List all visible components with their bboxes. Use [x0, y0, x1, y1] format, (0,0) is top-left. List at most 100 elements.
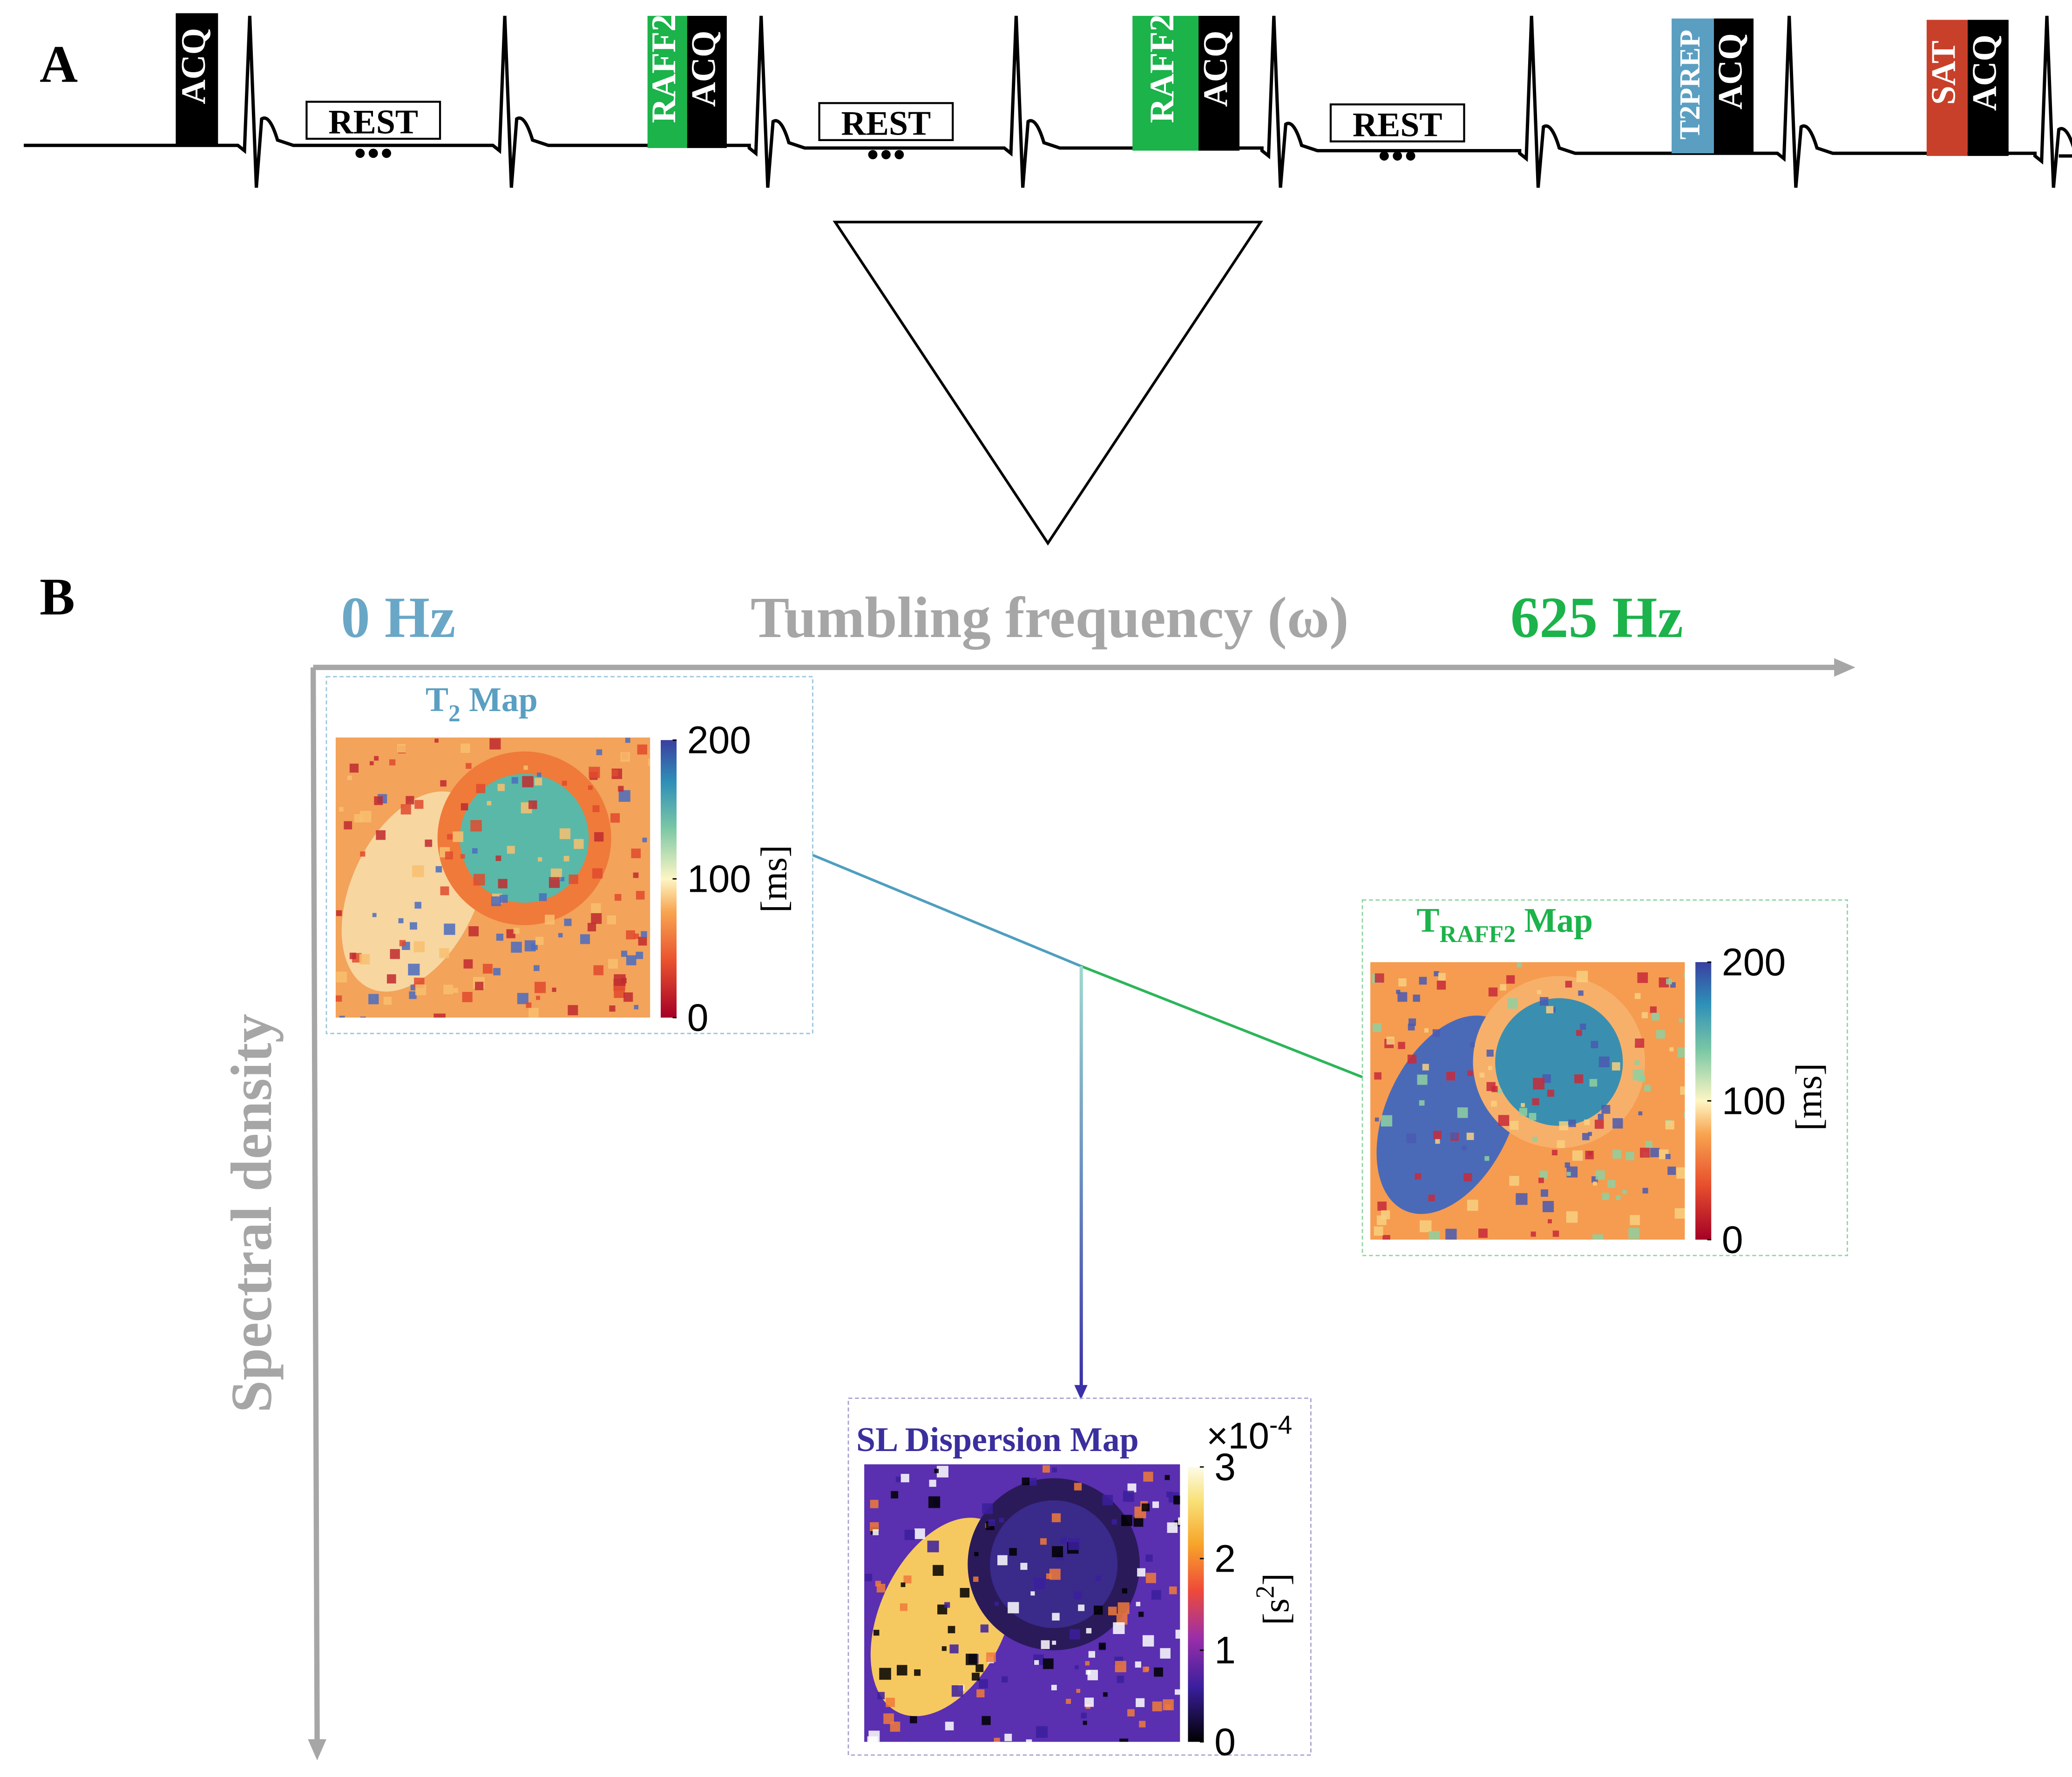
image-texture	[1052, 1613, 1060, 1621]
image-texture	[883, 1713, 894, 1724]
image-texture	[1509, 1176, 1519, 1186]
image-texture	[1667, 1167, 1676, 1175]
image-texture	[386, 974, 396, 983]
image-texture	[413, 941, 425, 952]
image-texture	[1521, 1103, 1525, 1107]
image-texture	[929, 1479, 936, 1487]
connector-arrow	[1074, 1385, 1088, 1400]
image-texture	[1529, 1113, 1537, 1120]
image-texture	[537, 773, 542, 777]
image-texture	[1644, 1085, 1651, 1092]
image-texture	[1397, 992, 1408, 1002]
image-texture	[1052, 1641, 1056, 1645]
image-texture	[1029, 1478, 1037, 1486]
image-texture	[1593, 1181, 1597, 1186]
image-texture	[1539, 1170, 1548, 1179]
image-texture	[1533, 1078, 1545, 1090]
image-texture	[1548, 1219, 1552, 1224]
image-texture	[1665, 1154, 1671, 1160]
image-texture	[1488, 987, 1498, 997]
image-texture	[1616, 1195, 1621, 1200]
image-texture	[870, 1522, 879, 1532]
colorbar-tick-label: 0	[687, 997, 709, 1039]
image-texture	[462, 992, 473, 1003]
image-texture	[914, 1528, 925, 1539]
image-texture	[472, 848, 478, 854]
image-texture	[1547, 1090, 1555, 1097]
image-texture	[865, 1574, 873, 1581]
image-texture	[383, 997, 392, 1005]
image-texture	[335, 995, 342, 1002]
image-texture	[1145, 1554, 1153, 1562]
image-texture	[1436, 980, 1446, 990]
rest-label: REST	[328, 103, 418, 141]
rest-label: REST	[1353, 105, 1442, 143]
image-texture	[1127, 1483, 1137, 1492]
image-texture	[535, 982, 546, 993]
image-texture	[1595, 1170, 1605, 1180]
image-texture	[349, 952, 356, 959]
image-texture	[1163, 1699, 1174, 1710]
image-texture	[607, 915, 616, 925]
image-texture	[867, 1736, 878, 1742]
image-texture	[1640, 1147, 1650, 1158]
image-texture	[1141, 1503, 1150, 1512]
image-texture	[1589, 1079, 1598, 1087]
image-texture	[500, 895, 508, 903]
image-texture	[951, 1685, 963, 1697]
image-texture	[1552, 1150, 1557, 1156]
image-texture	[453, 988, 458, 993]
image-texture	[974, 1552, 979, 1556]
image-texture	[1540, 1189, 1548, 1197]
panel-label: B	[40, 568, 75, 626]
image-texture	[1151, 1590, 1161, 1600]
image-texture	[1122, 1588, 1127, 1594]
image-texture	[634, 1005, 639, 1010]
image-texture	[986, 1652, 996, 1662]
image-texture	[1565, 981, 1572, 988]
colorbar-tick-label: 200	[1722, 941, 1786, 983]
axis-title: Spectral density	[220, 1014, 284, 1413]
image-texture	[1572, 1150, 1583, 1161]
image-texture	[1136, 1601, 1141, 1607]
text-part: [ms]	[754, 845, 795, 913]
image-texture	[374, 756, 379, 761]
image-texture	[538, 857, 542, 861]
image-texture	[1576, 1030, 1582, 1036]
image-texture	[410, 922, 417, 930]
image-texture	[1074, 1483, 1082, 1491]
image-texture	[1445, 1228, 1457, 1240]
text-part: Map	[1516, 901, 1593, 939]
image-texture	[522, 776, 534, 787]
colorbar-tick-label: 0	[1722, 1218, 1743, 1261]
image-texture	[482, 963, 493, 974]
image-texture	[1049, 1568, 1061, 1580]
pulse-block	[1926, 20, 1968, 156]
rest-label: REST	[841, 104, 931, 142]
image-texture	[563, 855, 569, 861]
image-texture	[580, 934, 590, 944]
image-texture	[1075, 1665, 1079, 1669]
image-texture	[368, 994, 379, 1004]
rest-box	[818, 102, 954, 141]
image-texture	[534, 965, 540, 971]
image-texture	[1123, 1491, 1134, 1502]
image-texture	[1137, 1568, 1145, 1577]
image-texture	[934, 1468, 939, 1473]
image-texture	[507, 846, 515, 854]
image-texture	[444, 923, 455, 935]
image-texture	[495, 855, 501, 861]
image-texture	[1612, 1062, 1620, 1071]
image-texture	[1173, 1495, 1180, 1505]
image-texture	[910, 1716, 917, 1723]
image-texture	[1121, 1514, 1133, 1526]
map-title: T2 Map	[426, 680, 538, 727]
image-texture	[1634, 993, 1641, 999]
image-texture	[982, 1503, 993, 1514]
image-texture	[1679, 1018, 1683, 1023]
image-texture	[876, 1584, 886, 1593]
image-texture	[901, 1582, 906, 1587]
image-texture	[1008, 1602, 1019, 1614]
image-texture	[1424, 1028, 1429, 1033]
